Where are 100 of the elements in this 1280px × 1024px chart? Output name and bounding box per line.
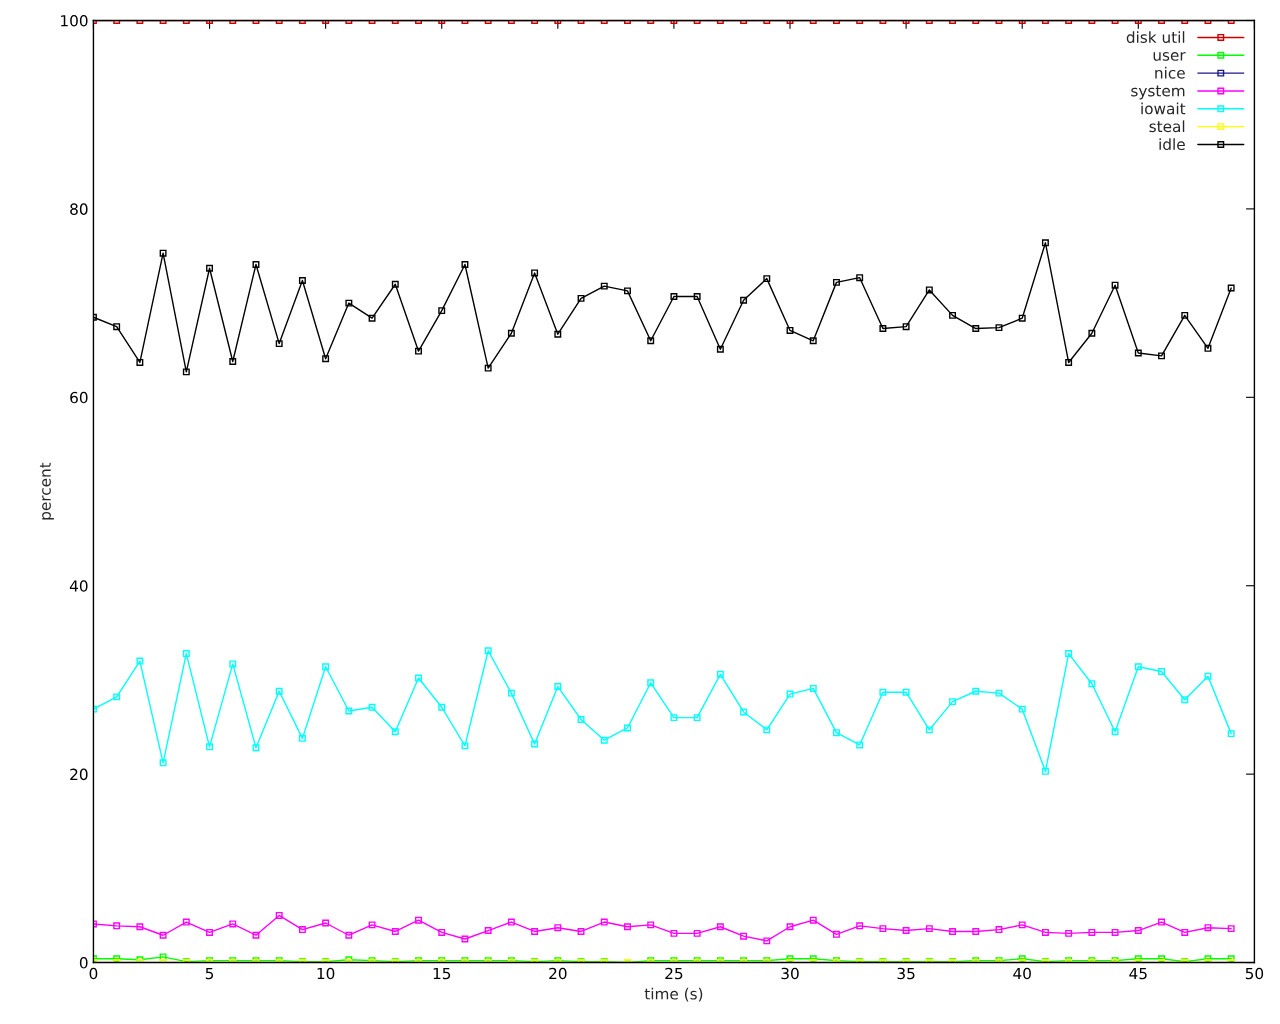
point <box>531 740 539 748</box>
point <box>484 927 492 935</box>
point <box>275 911 283 919</box>
point <box>925 925 933 933</box>
x-tick-label: 30 <box>781 967 799 980</box>
point <box>879 325 887 333</box>
point <box>1018 955 1026 963</box>
point <box>995 689 1003 697</box>
point <box>298 926 306 934</box>
point <box>1227 955 1235 963</box>
point <box>531 927 539 935</box>
point <box>600 736 608 744</box>
point <box>507 329 515 337</box>
point <box>693 293 701 300</box>
point <box>949 311 957 319</box>
point <box>740 708 748 716</box>
point <box>902 927 910 935</box>
line-series <box>93 647 1235 775</box>
point <box>554 330 562 338</box>
point <box>740 296 748 304</box>
point <box>1227 730 1235 738</box>
point <box>809 337 817 345</box>
point <box>461 261 469 268</box>
point <box>786 923 794 931</box>
y-tick-label: 40 <box>69 580 88 592</box>
point <box>113 922 121 930</box>
point <box>995 324 1003 332</box>
point <box>345 707 353 715</box>
point <box>577 294 585 302</box>
point <box>252 744 260 752</box>
point <box>1227 284 1235 292</box>
point <box>809 916 817 924</box>
point <box>275 340 283 348</box>
point <box>1041 767 1049 775</box>
x-tick-label: 45 <box>1129 967 1147 980</box>
point <box>1065 358 1073 366</box>
point <box>1181 696 1189 704</box>
point <box>322 663 330 671</box>
legend-label: system <box>1131 85 1185 100</box>
point <box>949 698 957 706</box>
x-tick-label: 20 <box>549 967 567 980</box>
y-tick-label: 60 <box>70 391 88 404</box>
point <box>647 337 655 345</box>
point <box>1088 329 1096 337</box>
point <box>879 925 887 933</box>
legend-label: steal <box>1149 120 1185 133</box>
point <box>206 743 214 751</box>
point <box>438 928 446 936</box>
x-tick-label: 10 <box>317 967 335 980</box>
point <box>391 728 399 736</box>
point <box>1204 344 1212 352</box>
point <box>345 299 353 307</box>
legend-label: nice <box>1155 66 1185 79</box>
point <box>716 345 724 353</box>
point <box>136 358 144 366</box>
point <box>415 347 422 355</box>
point <box>693 714 701 722</box>
point <box>1018 921 1026 929</box>
point <box>670 293 678 300</box>
point <box>507 918 515 926</box>
point <box>484 647 492 655</box>
y-axis-title: percent <box>39 462 54 520</box>
point <box>182 918 190 926</box>
point <box>206 928 214 936</box>
point <box>461 742 469 750</box>
point <box>182 650 190 658</box>
point <box>159 249 167 257</box>
point <box>368 703 376 711</box>
point <box>1158 667 1165 675</box>
point <box>484 364 492 372</box>
point <box>1065 650 1073 658</box>
point <box>624 923 631 931</box>
point <box>600 918 608 926</box>
y-tick-label: 20 <box>70 768 88 781</box>
point <box>113 323 121 331</box>
point <box>159 759 167 767</box>
legend-label: iowait <box>1141 102 1186 115</box>
point <box>670 714 678 722</box>
point <box>1041 928 1049 936</box>
point <box>252 931 260 939</box>
point <box>972 687 980 695</box>
point <box>949 927 957 935</box>
point <box>391 280 399 288</box>
y-tick-label: 100 <box>61 14 88 27</box>
point <box>786 690 794 698</box>
point <box>182 368 190 376</box>
point <box>809 684 817 692</box>
x-tick-label: 50 <box>1245 967 1264 980</box>
point <box>1018 314 1026 322</box>
point <box>229 358 237 365</box>
point <box>1158 918 1165 926</box>
point <box>1204 955 1212 963</box>
point <box>507 689 515 697</box>
point <box>577 927 585 935</box>
point <box>1111 281 1119 289</box>
point <box>902 688 910 696</box>
point <box>624 724 631 732</box>
y-tick-label: 0 <box>79 957 88 969</box>
point <box>391 927 399 935</box>
point <box>1111 728 1119 736</box>
